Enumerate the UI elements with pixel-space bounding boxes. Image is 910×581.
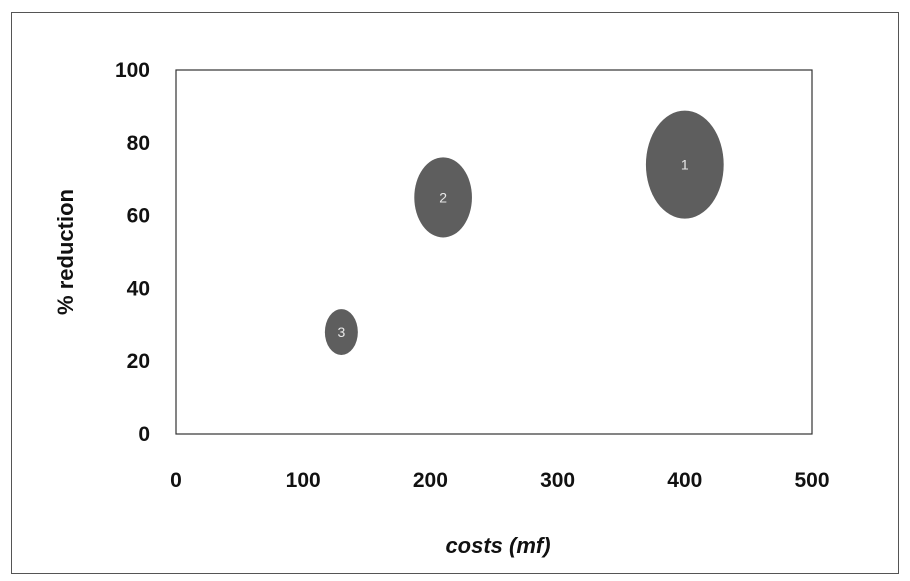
bubble-label: 3 — [337, 324, 345, 340]
y-tick-label: 80 — [127, 132, 150, 155]
x-tick-label: 0 — [170, 469, 182, 492]
bubble-label: 2 — [439, 189, 447, 205]
bubble-1 — [645, 110, 724, 219]
bubble-2 — [414, 157, 472, 238]
y-axis-ticks: 0 20 40 60 80 100 — [115, 59, 150, 446]
y-tick-label: 100 — [115, 59, 150, 82]
bubble-label: 1 — [681, 157, 689, 173]
bubbles: 1 2 3 — [324, 110, 724, 355]
x-tick-label: 100 — [286, 469, 321, 492]
x-tick-label: 200 — [413, 469, 448, 492]
y-tick-label: 20 — [127, 350, 150, 373]
x-tick-label: 400 — [667, 469, 702, 492]
y-tick-label: 40 — [127, 277, 150, 300]
x-tick-label: 300 — [540, 469, 575, 492]
x-tick-label: 500 — [794, 469, 829, 492]
plot-area — [175, 69, 813, 435]
bubble-3 — [324, 309, 358, 355]
x-axis-ticks: 0 100 200 300 400 500 — [170, 469, 829, 492]
y-axis-label: % reduction — [53, 189, 78, 315]
y-tick-label: 60 — [127, 205, 150, 228]
x-axis-label: costs (mf) — [445, 533, 550, 558]
y-tick-label: 0 — [138, 423, 150, 446]
